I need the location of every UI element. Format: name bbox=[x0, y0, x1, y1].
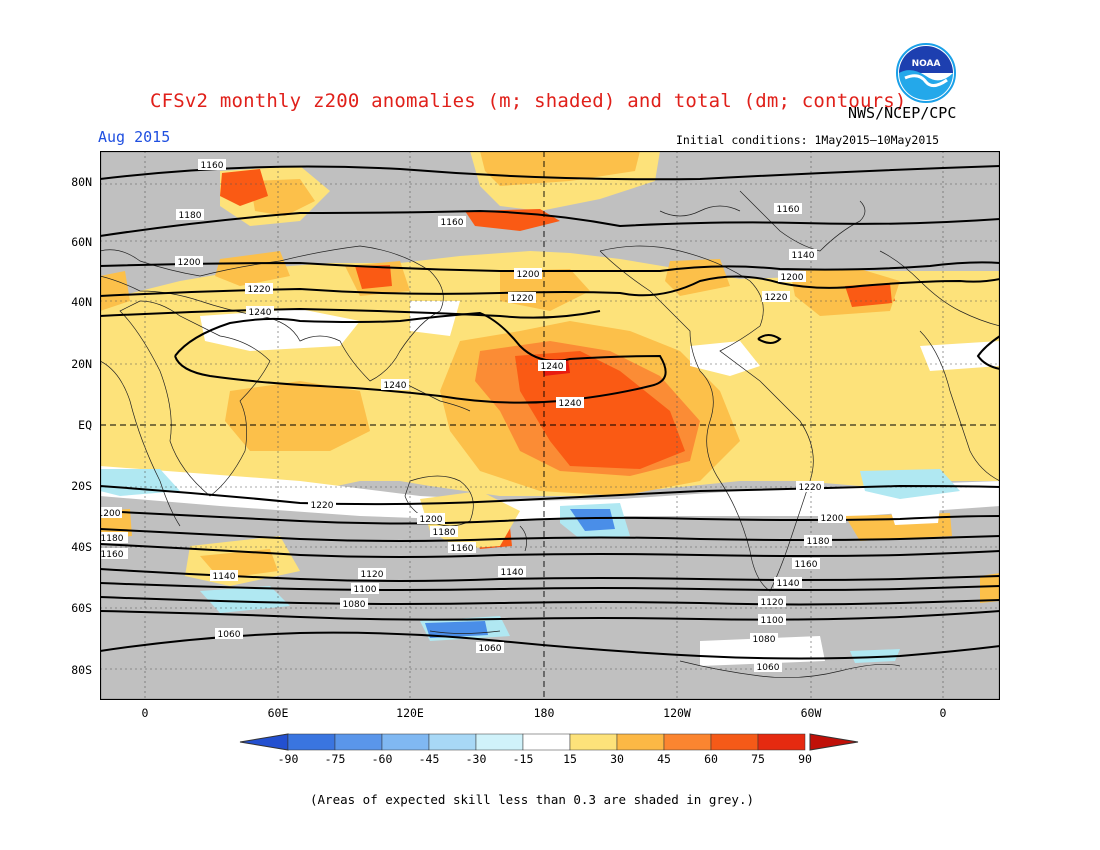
contour-label: 1160 bbox=[101, 550, 124, 560]
contour-label: 1140 bbox=[792, 251, 815, 261]
contour-label: 1240 bbox=[541, 362, 564, 372]
lon-label: 60E bbox=[267, 706, 289, 720]
contour-label: 1140 bbox=[213, 572, 236, 582]
lon-label: 60W bbox=[800, 706, 822, 720]
initial-conditions: Initial conditions: 1May2015–10May2015 bbox=[676, 133, 940, 147]
contour-label: 1200 bbox=[781, 273, 804, 283]
colorbar-swatch bbox=[287, 733, 336, 751]
contour-label: 1160 bbox=[777, 205, 800, 215]
contour-label: 1160 bbox=[795, 560, 818, 570]
contour-label: 1100 bbox=[354, 585, 377, 595]
contour-label: 1080 bbox=[753, 635, 776, 645]
contour-label: 1140 bbox=[501, 568, 524, 578]
colorbar-swatch bbox=[663, 733, 712, 751]
colorbar-swatch bbox=[710, 733, 759, 751]
noaa-logo: NOAA bbox=[896, 43, 956, 103]
lon-label: 0 bbox=[141, 706, 149, 720]
colorbar-label: -60 bbox=[371, 752, 393, 766]
contour-label: 1060 bbox=[757, 663, 780, 673]
lat-label: 80S bbox=[71, 663, 92, 677]
contour-label: 1200 bbox=[420, 515, 443, 525]
lat-label: 60S bbox=[71, 601, 92, 615]
colorbar-label: 60 bbox=[704, 752, 718, 766]
map-frame bbox=[100, 151, 1000, 700]
colorbar-label: 15 bbox=[563, 752, 577, 766]
colorbar-label: 30 bbox=[610, 752, 624, 766]
anomaly-map: 1160 1180 1160 1160 1140 1200 1200 1200 … bbox=[100, 151, 1000, 700]
contour-label: 1180 bbox=[101, 534, 124, 544]
lon-label: 120E bbox=[396, 706, 424, 720]
contour-label: 1200 bbox=[517, 270, 540, 280]
colorbar bbox=[239, 733, 859, 751]
colorbar-label: -45 bbox=[418, 752, 440, 766]
contour-label: 1240 bbox=[384, 381, 407, 391]
contour-label: 1220 bbox=[511, 294, 534, 304]
lat-label: 60N bbox=[71, 235, 92, 249]
lat-label: EQ bbox=[78, 418, 92, 432]
colorbar-swatch bbox=[569, 733, 618, 751]
contour-label: 1160 bbox=[451, 544, 474, 554]
lon-label: 120W bbox=[663, 706, 691, 720]
coastlines bbox=[100, 190, 1000, 678]
colorbar-label: 45 bbox=[657, 752, 671, 766]
lat-label: 40S bbox=[71, 540, 92, 554]
colorbar-label: 90 bbox=[798, 752, 812, 766]
skill-note: (Areas of expected skill less than 0.3 a… bbox=[310, 792, 755, 807]
colorbar-swatch bbox=[334, 733, 383, 751]
colorbar-swatch bbox=[757, 733, 806, 751]
lat-label: 20N bbox=[71, 357, 92, 371]
contour-label: 1180 bbox=[179, 211, 202, 221]
contour-label-group: 1160 1180 1160 1160 1140 1200 1200 1200 … bbox=[100, 159, 846, 673]
colorbar-right-arrow bbox=[809, 733, 859, 751]
colorbar-swatch bbox=[381, 733, 430, 751]
contour-label: 1160 bbox=[441, 218, 464, 228]
contour-label: 1080 bbox=[343, 600, 366, 610]
colorbar-label: -75 bbox=[324, 752, 346, 766]
contour-label: 1180 bbox=[807, 537, 830, 547]
contour-label: 1240 bbox=[249, 308, 272, 318]
contour-label: 1200 bbox=[821, 514, 844, 524]
contour-label: 1060 bbox=[218, 630, 241, 640]
lon-label: 0 bbox=[939, 706, 947, 720]
colorbar-swatch bbox=[428, 733, 477, 751]
contour-label: 1200 bbox=[178, 258, 201, 268]
noaa-logo-text: NOAA bbox=[912, 59, 941, 69]
colorbar-swatch bbox=[616, 733, 665, 751]
lat-label: 80N bbox=[71, 175, 92, 189]
contour-label: 1140 bbox=[777, 579, 800, 589]
colorbar-label: -30 bbox=[465, 752, 487, 766]
colorbar-label: -90 bbox=[277, 752, 299, 766]
contour-label: 1100 bbox=[761, 616, 784, 626]
lat-label: 40N bbox=[71, 295, 92, 309]
forecast-month: Aug 2015 bbox=[98, 128, 171, 146]
contour-label: 1120 bbox=[761, 598, 784, 608]
contour-label: 1060 bbox=[479, 644, 502, 654]
colorbar-left-arrow bbox=[239, 733, 289, 751]
colorbar-label: 75 bbox=[751, 752, 765, 766]
contour-label: 1120 bbox=[361, 570, 384, 580]
contour-label: 1220 bbox=[248, 285, 271, 295]
contour-label: 1180 bbox=[433, 528, 456, 538]
colorbar-swatch bbox=[475, 733, 524, 751]
contour-label: 1220 bbox=[311, 501, 334, 511]
colorbar-label: -15 bbox=[512, 752, 534, 766]
contour-label: 1160 bbox=[201, 161, 224, 171]
contour-label: 1220 bbox=[799, 483, 822, 493]
chart-title: CFSv2 monthly z200 anomalies (m; shaded)… bbox=[150, 90, 907, 112]
lon-label: 180 bbox=[533, 706, 555, 720]
lat-label: 20S bbox=[71, 479, 92, 493]
agency-label: NWS/NCEP/CPC bbox=[848, 104, 957, 122]
contour-label: 1200 bbox=[100, 509, 121, 519]
contour-label: 1240 bbox=[559, 399, 582, 409]
contour-label: 1220 bbox=[765, 293, 788, 303]
colorbar-swatch bbox=[522, 733, 571, 751]
height-contours bbox=[100, 165, 1000, 660]
